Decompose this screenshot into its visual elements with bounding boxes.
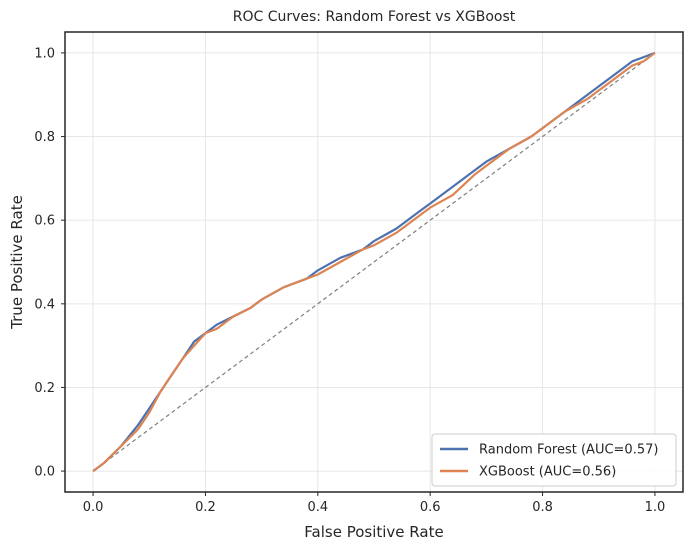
x-axis-ticks: 0.0 0.2 0.4 0.6 0.8 1.0 <box>83 492 666 515</box>
legend-label-xgboost: XGBoost (AUC=0.56) <box>479 465 616 480</box>
y-axis-ticks: 0.0 0.2 0.4 0.6 0.8 1.0 <box>34 46 65 480</box>
y-tick-label-3: 0.6 <box>34 214 55 229</box>
x-axis-label: False Positive Rate <box>304 523 443 541</box>
y-tick-label-4: 0.8 <box>34 130 55 145</box>
y-tick-label-2: 0.4 <box>34 297 55 312</box>
x-tick-label-4: 0.8 <box>532 500 553 515</box>
series-layer <box>92 51 656 472</box>
x-tick-label-5: 1.0 <box>645 500 666 515</box>
plot-frame <box>64 31 684 493</box>
legend: Random Forest (AUC=0.57) XGBoost (AUC=0.… <box>431 433 677 487</box>
diagonal-reference-line <box>92 52 656 472</box>
x-tick-label-2: 0.4 <box>307 500 328 515</box>
y-axis-label: True Positive Rate <box>8 195 26 330</box>
y-tick-label-0: 0.0 <box>34 465 55 480</box>
x-tick-label-3: 0.6 <box>420 500 441 515</box>
legend-box <box>431 433 677 487</box>
x-tick-label-0: 0.0 <box>83 500 104 515</box>
grid-lines <box>65 32 683 492</box>
y-tick-label-5: 1.0 <box>34 46 55 61</box>
chart-title: ROC Curves: Random Forest vs XGBoost <box>233 9 516 25</box>
series-line-1 <box>92 52 656 472</box>
x-tick-label-1: 0.2 <box>195 500 216 515</box>
legend-label-random-forest: Random Forest (AUC=0.57) <box>479 443 658 458</box>
y-tick-label-1: 0.2 <box>34 381 55 396</box>
